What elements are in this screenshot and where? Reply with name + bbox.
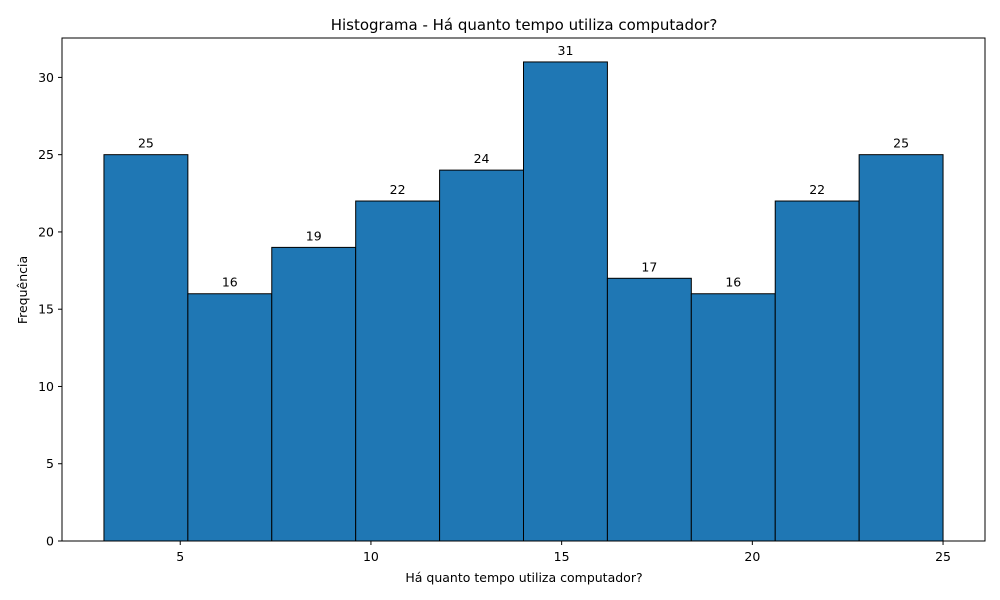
bar-value-label: 31 [558, 43, 574, 58]
y-tick-label: 10 [38, 379, 54, 394]
chart-title: Histograma - Há quanto tempo utiliza com… [331, 16, 718, 34]
x-tick-label: 5 [176, 549, 184, 564]
y-axis-title: Frequência [15, 256, 30, 324]
histogram-bar [523, 61, 608, 542]
histogram-bar [355, 200, 441, 542]
x-tick-label: 20 [744, 549, 760, 564]
histogram-bar [690, 293, 776, 542]
x-tick-label: 25 [935, 549, 951, 564]
y-tick-label: 30 [38, 70, 54, 85]
y-axis-ticks: 0 5 10 15 20 25 30 [38, 70, 62, 549]
histogram-bar [439, 169, 524, 542]
bar-value-label: 25 [893, 136, 909, 151]
bar-value-label: 17 [641, 259, 657, 274]
x-axis-ticks: 5 10 15 20 25 [176, 541, 951, 564]
x-tick-label: 10 [363, 549, 379, 564]
y-tick-label: 20 [38, 224, 54, 239]
histogram-bar [103, 154, 189, 542]
bar-value-label: 22 [390, 182, 406, 197]
bar-value-label: 16 [725, 275, 741, 290]
bar-value-label: 25 [138, 136, 154, 151]
histogram-bar [187, 293, 273, 542]
y-tick-label: 25 [38, 147, 54, 162]
bar-value-label: 16 [222, 275, 238, 290]
x-tick-label: 15 [554, 549, 570, 564]
bar-value-label: 19 [306, 228, 322, 243]
bar-labels-group: 25 16 19 22 24 31 17 16 22 25 [138, 43, 909, 290]
bars-group [103, 61, 944, 542]
plot-frame [61, 37, 986, 542]
bar-value-label: 24 [474, 151, 490, 166]
histogram-bar [858, 154, 944, 542]
histogram-bar [774, 200, 860, 542]
y-tick-label: 0 [46, 534, 54, 549]
y-tick-label: 5 [46, 456, 54, 471]
bar-value-label: 22 [809, 182, 825, 197]
y-tick-label: 15 [38, 302, 54, 317]
x-axis-title: Há quanto tempo utiliza computador? [405, 570, 642, 585]
histogram-bar [606, 277, 692, 542]
histogram-bar [271, 246, 357, 542]
